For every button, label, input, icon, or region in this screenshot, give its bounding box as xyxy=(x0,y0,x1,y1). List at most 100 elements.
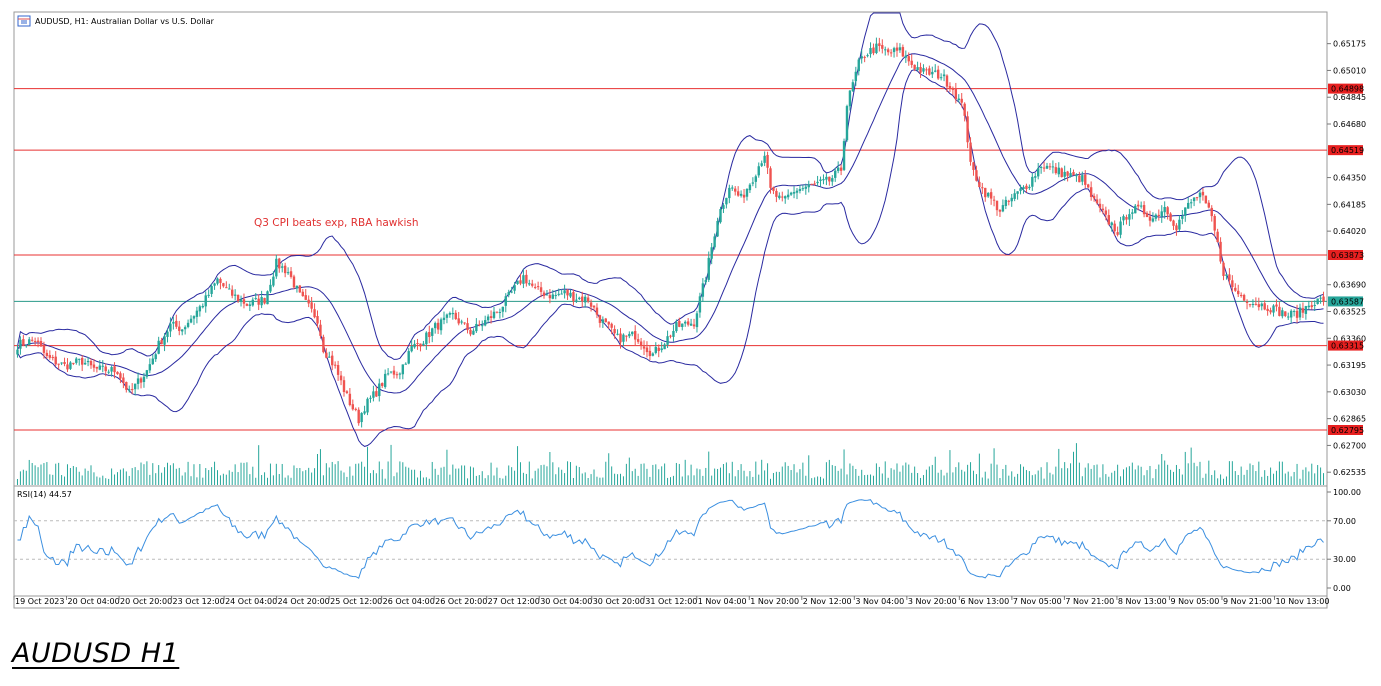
candle-body xyxy=(731,187,734,189)
time-tick-label: 8 Nov 13:00 xyxy=(1118,597,1167,606)
candle-body xyxy=(248,304,252,306)
candle-body xyxy=(975,170,978,181)
candle-body xyxy=(707,257,710,280)
candle-body xyxy=(1131,212,1134,214)
price-tick-label: 0.65175 xyxy=(1333,40,1366,49)
candle-body xyxy=(631,331,634,335)
rsi-tick-label: 0.00 xyxy=(1333,584,1351,593)
candle-body xyxy=(928,68,931,75)
candle-body xyxy=(619,333,622,343)
candle-body xyxy=(1213,216,1216,231)
candle-body xyxy=(72,362,75,364)
candle-body xyxy=(1260,303,1263,307)
candle-body xyxy=(1054,167,1058,174)
candle-body xyxy=(292,276,296,288)
candle-body xyxy=(366,398,369,413)
candle-body xyxy=(828,176,831,182)
candle-body xyxy=(533,286,537,288)
candle-body xyxy=(225,287,228,289)
candle-body xyxy=(1022,186,1025,190)
candle-body xyxy=(986,192,990,197)
candle-body xyxy=(1225,274,1228,276)
candle-body xyxy=(586,297,590,302)
candle-body xyxy=(645,347,649,353)
time-tick-label: 30 Oct 04:00 xyxy=(540,597,592,606)
candle-body xyxy=(1019,188,1022,191)
candle-body xyxy=(1139,205,1143,207)
candle-body xyxy=(222,283,225,287)
candle-body xyxy=(395,374,399,376)
candle-body xyxy=(333,364,337,366)
candle-body xyxy=(1087,184,1090,188)
candle-body xyxy=(213,283,216,286)
candle-body xyxy=(113,366,116,373)
candle-body xyxy=(1237,290,1240,295)
candle-body xyxy=(363,411,366,414)
candle-body xyxy=(551,294,555,299)
candle-body xyxy=(457,318,460,324)
candle-body xyxy=(807,184,810,188)
candle-body xyxy=(913,64,916,70)
candle-body xyxy=(1195,197,1199,199)
candle-body xyxy=(622,334,625,342)
candle-body xyxy=(469,329,472,335)
candle-body xyxy=(86,360,90,363)
candle-body xyxy=(1145,213,1149,218)
candle-body xyxy=(66,364,69,370)
candle-body xyxy=(604,318,607,323)
candle-body xyxy=(60,362,63,364)
candle-body xyxy=(1060,168,1063,178)
candle-body xyxy=(1204,195,1208,204)
candle-body xyxy=(204,295,207,307)
candle-body xyxy=(39,341,43,347)
level-price-tag xyxy=(1328,250,1363,261)
candle-body xyxy=(666,336,669,345)
candle-body xyxy=(1110,222,1113,226)
candle-body xyxy=(183,327,187,330)
candle-body xyxy=(19,339,22,349)
candle-body xyxy=(1219,241,1222,262)
candle-body xyxy=(198,306,202,312)
candle-body xyxy=(934,70,937,72)
bollinger-upper-band xyxy=(17,12,1324,360)
candle-body xyxy=(907,56,910,62)
candle-body xyxy=(228,288,231,290)
candle-body xyxy=(698,296,702,313)
candle-body xyxy=(957,98,960,101)
candle-body xyxy=(569,292,572,297)
candle-body xyxy=(531,283,534,286)
candle-body xyxy=(1013,193,1016,199)
candle-body xyxy=(404,363,407,365)
candle-body xyxy=(766,154,769,168)
candle-body xyxy=(978,181,981,187)
candle-body xyxy=(713,236,716,248)
candle-body xyxy=(748,184,752,191)
candle-body xyxy=(969,142,972,162)
candle-body xyxy=(525,274,528,284)
candle-body xyxy=(439,319,443,331)
candle-body xyxy=(919,67,922,73)
candle-body xyxy=(583,296,587,303)
candle-body xyxy=(163,336,166,345)
candle-body xyxy=(1322,296,1325,302)
candle-body xyxy=(601,319,605,323)
candle-body xyxy=(1292,311,1296,313)
candle-body xyxy=(157,340,160,354)
candle-body xyxy=(166,331,169,337)
candle-body xyxy=(628,333,631,337)
candle-body xyxy=(1210,207,1213,217)
candle-body xyxy=(866,55,869,57)
candle-body xyxy=(16,349,19,355)
candle-body xyxy=(1010,197,1013,202)
candle-body xyxy=(1281,310,1284,317)
candle-body xyxy=(663,344,666,350)
price-tick-label: 0.64845 xyxy=(1333,93,1366,102)
candle-body xyxy=(719,209,722,223)
candle-body xyxy=(725,197,728,205)
chart-title: AUDUSD, H1: Australian Dollar vs U.S. Do… xyxy=(35,17,215,26)
candle-body xyxy=(954,88,958,100)
candle-body xyxy=(886,49,890,53)
candle-body xyxy=(331,355,334,366)
candle-body xyxy=(436,322,440,330)
candle-body xyxy=(1231,280,1234,288)
